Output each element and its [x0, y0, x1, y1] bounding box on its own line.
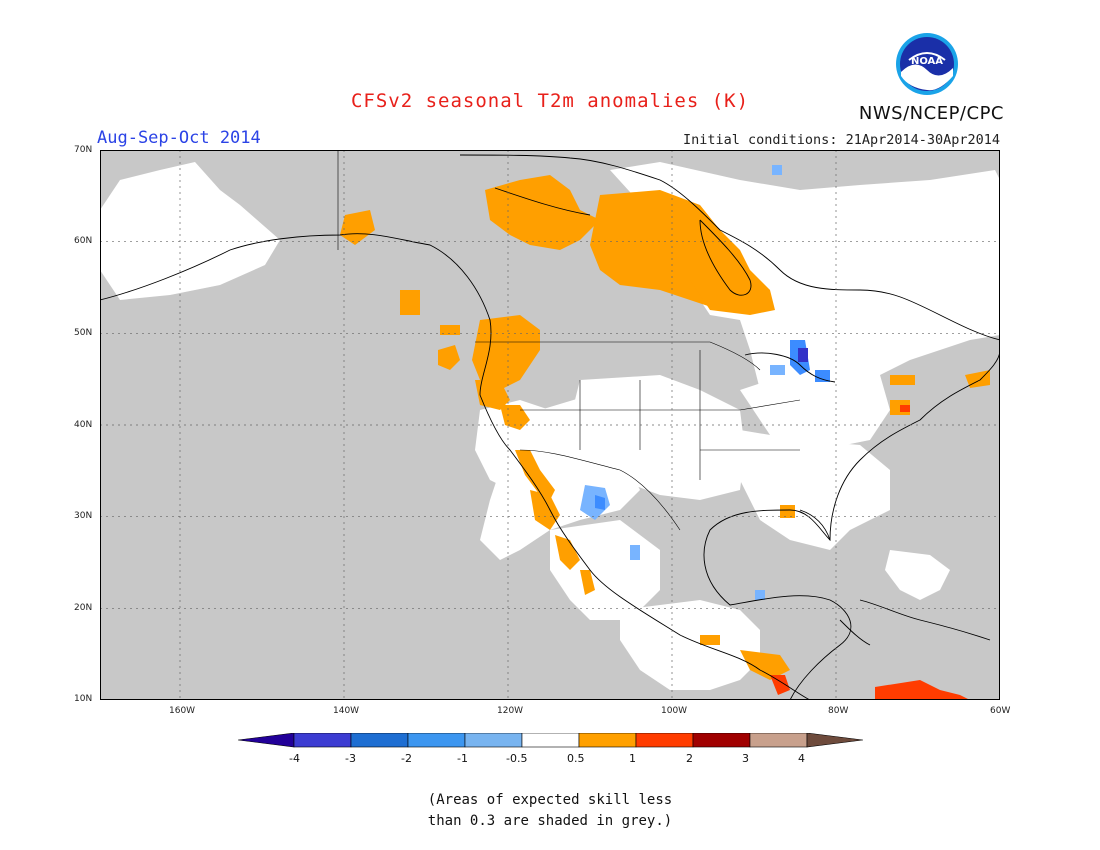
skill-note-line-2: than 0.3 are shaded in grey.): [427, 813, 673, 829]
graticule: [100, 150, 1000, 700]
colorbar-swatch-2: [350, 733, 409, 748]
lon-label-160w: 160W: [169, 706, 196, 716]
colorbar-swatch-7: [635, 733, 694, 748]
colorbar-label-minus1: -1: [457, 752, 468, 765]
colorbar-label-0.5: 0.5: [567, 752, 585, 765]
lon-label-120w: 120W: [497, 706, 524, 716]
lat-label-70n: 70N: [74, 145, 93, 155]
chart-title: CFSv2 seasonal T2m anomalies (K): [350, 90, 750, 112]
colorbar-label-minus0.5: -0.5: [506, 752, 528, 765]
colorbar-swatch-5: [521, 733, 580, 748]
colorbar-swatch-6: [578, 733, 637, 748]
noaa-logo-icon: NOAA: [896, 33, 958, 95]
colorbar-swatch-0: [238, 733, 295, 748]
lon-label-60w: 60W: [990, 706, 1011, 716]
political-borders: [337, 150, 801, 531]
agency-label: NWS/NCEP/CPC: [858, 103, 1004, 124]
lon-label-80w: 80W: [828, 706, 849, 716]
colorbar-label-3: 3: [742, 752, 749, 765]
lat-label-20n: 20N: [74, 603, 93, 613]
season-label: Aug-Sep-Oct 2014: [97, 128, 261, 148]
colorbar-label-4: 4: [798, 752, 805, 765]
initial-conditions-label: Initial conditions: 21Apr2014-30Apr2014: [683, 132, 1000, 148]
lat-label-30n: 30N: [74, 511, 93, 521]
colorbar-label-minus4: -4: [289, 752, 300, 765]
skill-note: (Areas of expected skill less than 0.3 a…: [0, 790, 1100, 832]
colorbar-swatch-9: [749, 733, 808, 748]
lat-label-40n: 40N: [74, 420, 93, 430]
lat-label-50n: 50N: [74, 328, 93, 338]
lat-label-10n: 10N: [74, 694, 93, 704]
colorbar-swatch-3: [407, 733, 466, 748]
anomaly-positive-1-2: [770, 405, 970, 700]
map-frame: [100, 150, 1000, 700]
colorbar-label-1: 1: [629, 752, 636, 765]
anomaly-map: [100, 150, 1000, 700]
colorbar-label-minus2: -2: [401, 752, 412, 765]
colorbar-swatch-8: [692, 733, 751, 748]
lon-label-100w: 100W: [661, 706, 688, 716]
anomaly-negative: [580, 165, 830, 600]
colorbar-label-2: 2: [686, 752, 693, 765]
lat-label-60n: 60N: [74, 236, 93, 246]
anomaly-positive-0.5-1: [340, 175, 990, 680]
skill-note-line-1: (Areas of expected skill less: [427, 792, 673, 808]
colorbar: [238, 733, 863, 748]
svg-text:NOAA: NOAA: [911, 56, 943, 67]
coastlines: [100, 154, 1000, 700]
colorbar-swatch-4: [464, 733, 523, 748]
colorbar-swatch-1: [293, 733, 352, 748]
colorbar-label-minus3: -3: [345, 752, 356, 765]
colorbar-swatch-10: [806, 733, 863, 748]
lon-label-140w: 140W: [333, 706, 360, 716]
